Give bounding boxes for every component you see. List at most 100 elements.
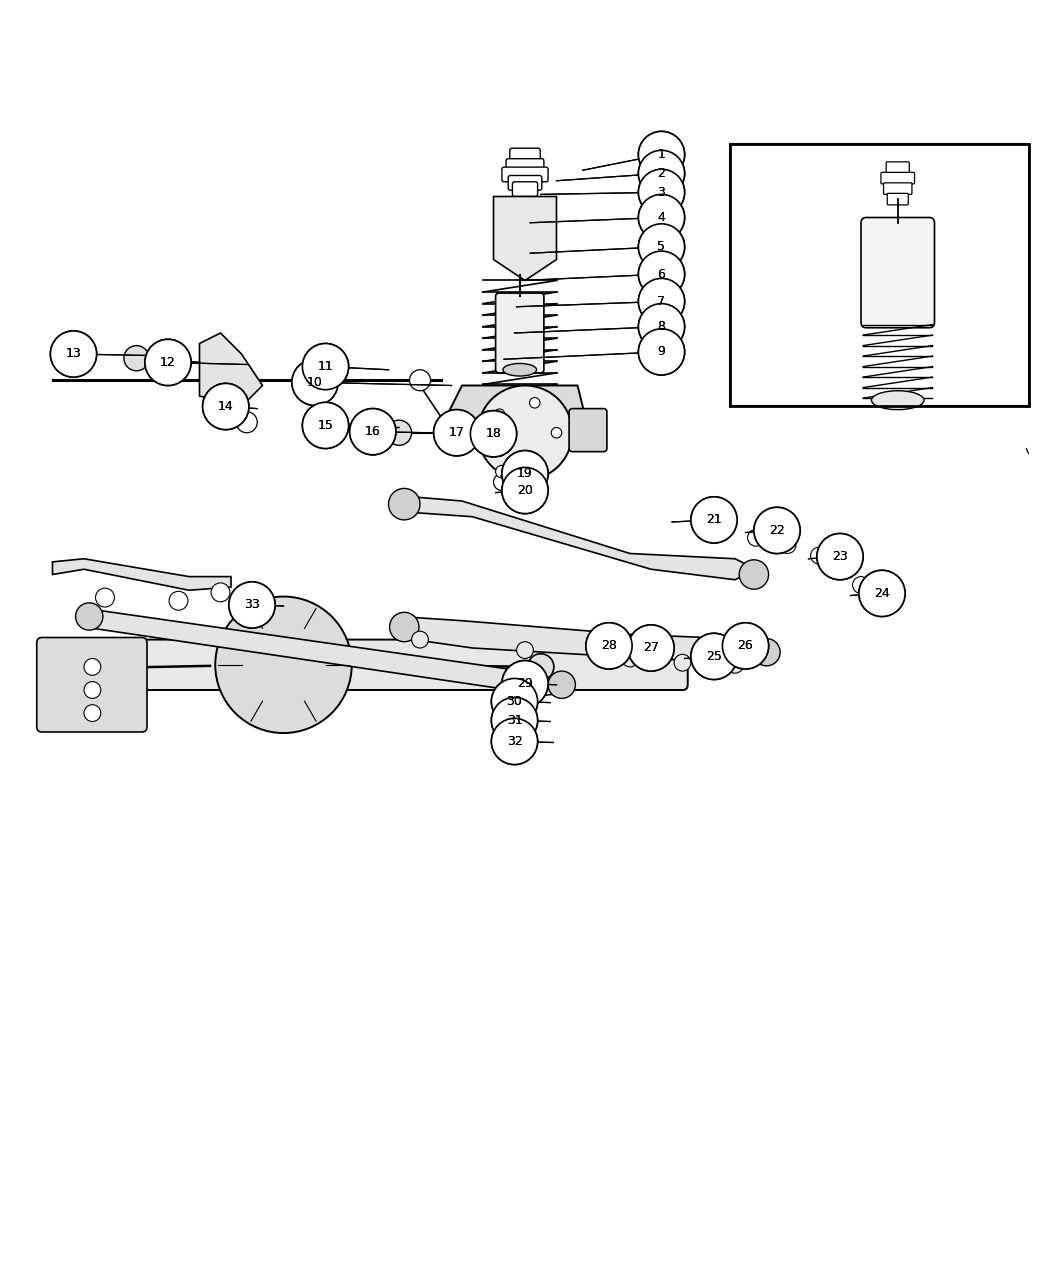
Circle shape: [817, 533, 863, 580]
FancyBboxPatch shape: [47, 640, 688, 690]
Circle shape: [203, 384, 249, 430]
FancyBboxPatch shape: [887, 194, 908, 205]
Circle shape: [502, 468, 548, 514]
Circle shape: [491, 697, 538, 743]
Circle shape: [638, 150, 685, 196]
Text: 27: 27: [643, 641, 659, 654]
Circle shape: [390, 612, 419, 641]
Circle shape: [502, 450, 548, 497]
FancyBboxPatch shape: [502, 167, 548, 182]
Text: 12: 12: [160, 356, 176, 368]
Circle shape: [748, 529, 764, 546]
Circle shape: [491, 718, 538, 765]
Circle shape: [638, 278, 685, 325]
Polygon shape: [399, 617, 777, 664]
Ellipse shape: [503, 363, 537, 376]
Text: 17: 17: [448, 426, 465, 440]
Text: 2: 2: [657, 167, 666, 180]
Text: 14: 14: [218, 400, 233, 413]
Circle shape: [638, 131, 685, 177]
FancyBboxPatch shape: [512, 182, 538, 196]
Circle shape: [727, 657, 743, 673]
Circle shape: [302, 343, 349, 390]
Circle shape: [502, 468, 548, 514]
Text: 2: 2: [657, 167, 666, 180]
Circle shape: [124, 346, 149, 371]
Text: 19: 19: [517, 467, 532, 481]
FancyBboxPatch shape: [37, 638, 147, 732]
Text: 25: 25: [706, 650, 722, 663]
Text: 22: 22: [769, 524, 785, 537]
Circle shape: [496, 465, 508, 478]
Text: 1: 1: [657, 148, 666, 161]
Circle shape: [628, 625, 674, 671]
Text: 30: 30: [506, 695, 523, 708]
Circle shape: [638, 224, 685, 270]
Text: 20: 20: [517, 484, 533, 497]
Text: 9: 9: [657, 346, 666, 358]
Circle shape: [76, 603, 103, 630]
Circle shape: [859, 570, 905, 617]
FancyBboxPatch shape: [506, 158, 544, 173]
Circle shape: [50, 332, 97, 377]
Text: 18: 18: [485, 427, 502, 440]
FancyBboxPatch shape: [508, 176, 542, 190]
Circle shape: [674, 654, 691, 671]
Text: 11: 11: [317, 360, 334, 374]
Text: 30: 30: [506, 695, 523, 708]
Circle shape: [529, 458, 540, 468]
Circle shape: [529, 398, 540, 408]
FancyBboxPatch shape: [884, 182, 911, 194]
Text: 29: 29: [517, 677, 532, 690]
Circle shape: [817, 533, 863, 580]
Text: 32: 32: [506, 734, 523, 748]
Circle shape: [691, 634, 737, 680]
Text: 29: 29: [517, 677, 532, 690]
Ellipse shape: [527, 654, 554, 680]
Circle shape: [494, 474, 510, 491]
Circle shape: [754, 507, 800, 553]
Circle shape: [502, 450, 548, 497]
FancyBboxPatch shape: [496, 293, 544, 372]
Circle shape: [638, 251, 685, 297]
Circle shape: [502, 660, 548, 706]
Circle shape: [638, 170, 685, 215]
Text: 4: 4: [657, 210, 666, 224]
Text: 33: 33: [244, 598, 260, 612]
Text: 23: 23: [832, 550, 848, 564]
Circle shape: [638, 303, 685, 349]
Text: 24: 24: [874, 586, 890, 601]
Circle shape: [691, 497, 737, 543]
Circle shape: [517, 641, 533, 658]
Circle shape: [412, 631, 428, 648]
Text: 9: 9: [657, 346, 666, 358]
Circle shape: [478, 385, 572, 479]
Circle shape: [169, 592, 188, 611]
Bar: [730, 144, 1029, 407]
Text: 33: 33: [244, 598, 260, 612]
Circle shape: [502, 660, 548, 706]
Text: 3: 3: [657, 186, 666, 199]
Circle shape: [302, 403, 349, 449]
Circle shape: [211, 583, 230, 602]
Circle shape: [145, 339, 191, 385]
Text: 24: 24: [874, 586, 890, 601]
Circle shape: [410, 370, 430, 390]
Circle shape: [638, 251, 685, 297]
Circle shape: [628, 625, 674, 671]
Text: 19: 19: [517, 467, 532, 481]
Circle shape: [753, 639, 780, 666]
Circle shape: [874, 594, 890, 611]
Circle shape: [859, 570, 905, 617]
FancyBboxPatch shape: [569, 408, 607, 451]
Circle shape: [84, 658, 101, 676]
Circle shape: [722, 622, 769, 669]
Text: 13: 13: [65, 348, 82, 361]
Text: 31: 31: [506, 714, 523, 727]
Circle shape: [586, 622, 632, 669]
Circle shape: [84, 705, 101, 722]
Polygon shape: [200, 333, 262, 407]
Circle shape: [853, 576, 869, 593]
Circle shape: [638, 194, 685, 241]
Text: 15: 15: [317, 419, 334, 432]
